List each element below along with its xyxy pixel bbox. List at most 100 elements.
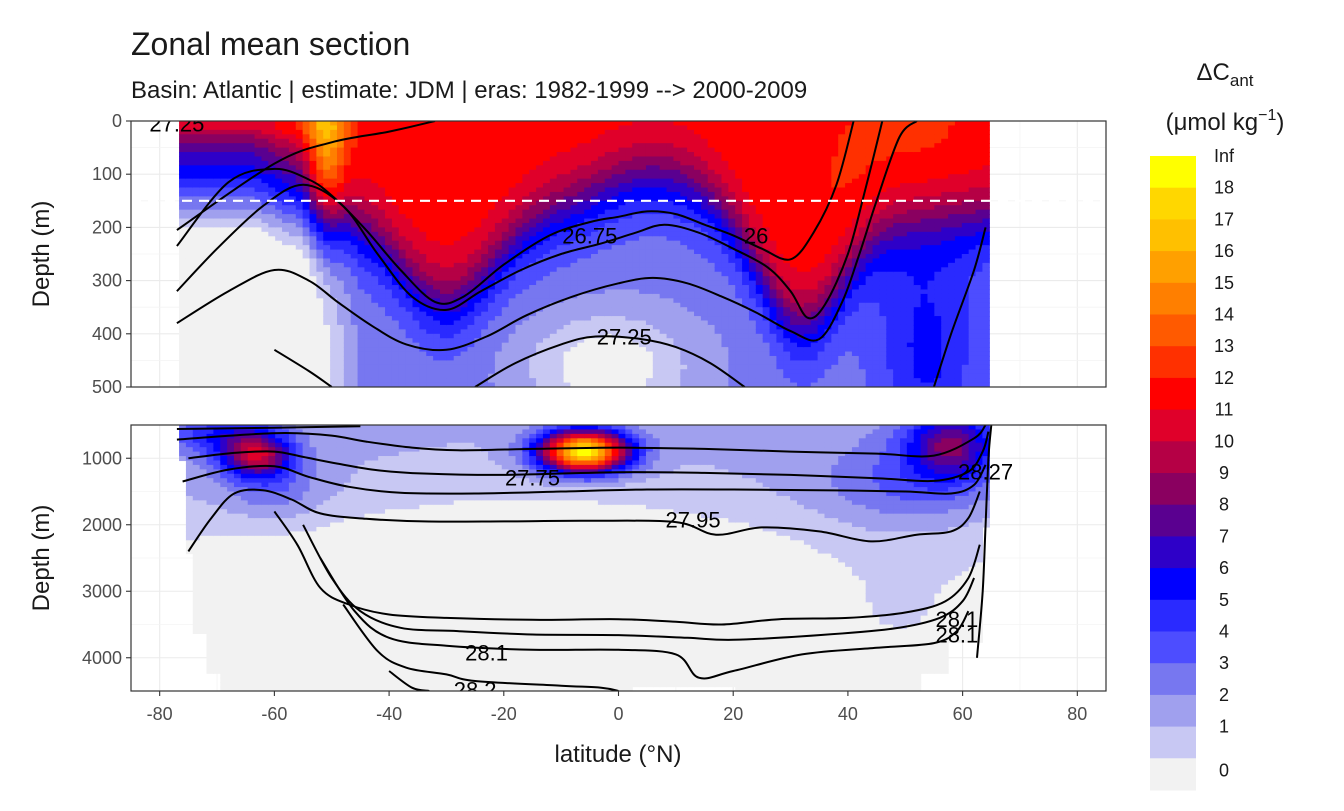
field-cell xyxy=(220,152,227,157)
field-cell xyxy=(529,254,536,259)
field-cell xyxy=(742,156,749,161)
field-cell xyxy=(227,356,234,361)
field-cell xyxy=(721,267,728,272)
field-cell xyxy=(584,165,591,170)
field-cell xyxy=(337,152,344,157)
field-cell xyxy=(433,156,440,161)
field-cell xyxy=(282,174,289,179)
field-cell xyxy=(728,254,735,259)
field-cell xyxy=(708,174,715,179)
field-cell xyxy=(488,312,495,317)
field-cell xyxy=(303,258,310,263)
field-cell xyxy=(447,121,454,126)
field-cell xyxy=(474,236,481,241)
field-cell xyxy=(406,352,413,357)
field-cell xyxy=(440,183,447,188)
field-cell xyxy=(282,148,289,153)
field-cell xyxy=(316,356,323,361)
field-cell xyxy=(673,294,680,299)
field-cell xyxy=(330,312,337,317)
field-cell xyxy=(364,343,371,348)
field-cell xyxy=(440,192,447,197)
field-cell xyxy=(673,161,680,166)
field-cell xyxy=(378,378,385,383)
field-cell xyxy=(474,179,481,184)
field-cell xyxy=(213,369,220,374)
field-cell xyxy=(207,325,214,330)
field-cell xyxy=(625,285,632,290)
field-cell xyxy=(577,360,584,365)
field-cell xyxy=(536,161,543,166)
field-cell xyxy=(550,329,557,334)
field-cell xyxy=(598,121,605,126)
field-cell xyxy=(337,174,344,179)
field-cell xyxy=(495,250,502,255)
field-cell xyxy=(268,316,275,321)
field-cell xyxy=(742,289,749,294)
field-cell xyxy=(323,245,330,250)
field-cell xyxy=(316,325,323,330)
field-cell xyxy=(536,360,543,365)
field-cell xyxy=(227,121,234,126)
field-cell xyxy=(406,219,413,224)
field-cell xyxy=(275,205,282,210)
field-cell xyxy=(516,369,523,374)
field-cell xyxy=(598,210,605,215)
field-cell xyxy=(708,258,715,263)
field-cell xyxy=(598,316,605,321)
field-cell xyxy=(406,285,413,290)
field-cell xyxy=(268,125,275,130)
field-cell xyxy=(179,170,186,175)
field-cell xyxy=(255,130,262,135)
field-cell xyxy=(261,334,268,339)
field-cell xyxy=(213,139,220,144)
field-cell xyxy=(639,285,646,290)
field-cell xyxy=(591,263,598,268)
field-cell xyxy=(337,236,344,241)
field-cell xyxy=(667,241,674,246)
field-cell xyxy=(289,312,296,317)
field-cell xyxy=(488,263,495,268)
field-cell xyxy=(289,219,296,224)
field-cell xyxy=(440,245,447,250)
field-cell xyxy=(516,161,523,166)
field-cell xyxy=(625,179,632,184)
field-cell xyxy=(413,174,420,179)
field-cell xyxy=(728,334,735,339)
field-cell xyxy=(323,374,330,379)
field-cell xyxy=(481,263,488,268)
field-cell xyxy=(564,360,571,365)
field-cell xyxy=(639,130,646,135)
field-cell xyxy=(570,365,577,370)
field-cell xyxy=(529,232,536,237)
field-cell xyxy=(433,316,440,321)
field-cell xyxy=(619,210,626,215)
field-cell xyxy=(577,272,584,277)
field-cell xyxy=(639,156,646,161)
field-cell xyxy=(543,356,550,361)
field-cell xyxy=(413,374,420,379)
field-cell xyxy=(516,258,523,263)
field-cell xyxy=(660,258,667,263)
field-cell xyxy=(557,161,564,166)
field-cell xyxy=(289,254,296,259)
field-cell xyxy=(742,298,749,303)
field-cell xyxy=(440,369,447,374)
field-cell xyxy=(255,179,262,184)
field-cell xyxy=(310,312,317,317)
field-cell xyxy=(207,192,214,197)
field-cell xyxy=(557,258,564,263)
field-cell xyxy=(612,365,619,370)
field-cell xyxy=(213,152,220,157)
field-cell xyxy=(454,179,461,184)
field-cell xyxy=(344,374,351,379)
field-cell xyxy=(241,356,248,361)
field-cell xyxy=(742,312,749,317)
field-cell xyxy=(275,329,282,334)
field-cell xyxy=(509,210,516,215)
field-cell xyxy=(213,289,220,294)
field-cell xyxy=(467,236,474,241)
field-cell xyxy=(454,227,461,232)
field-cell xyxy=(419,210,426,215)
field-cell xyxy=(481,152,488,157)
